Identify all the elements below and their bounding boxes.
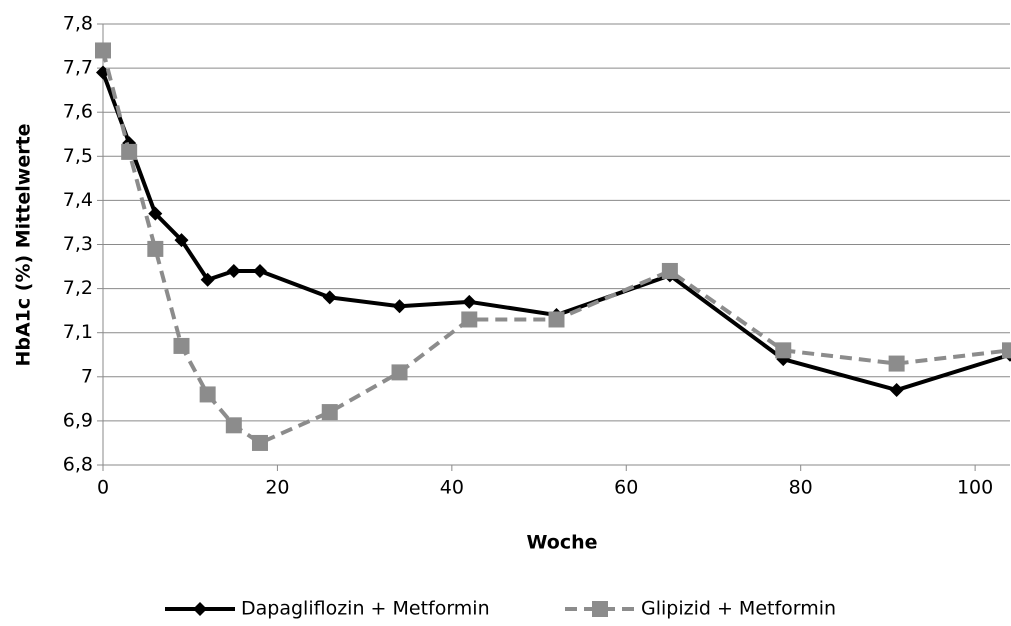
legend-marker [193,602,207,616]
y-tick-label: 7,3 [63,233,93,255]
data-point [251,434,268,451]
data-point [225,417,242,434]
data-point [548,311,565,328]
data-point [461,311,478,328]
data-point [147,240,164,257]
data-point [199,386,216,403]
y-tick-label: 7,2 [63,277,93,299]
data-point [322,290,337,305]
legend-marker [592,601,608,617]
y-tick-label: 6,8 [63,454,93,476]
y-tick-label: 7,6 [63,101,93,123]
y-tick-label: 6,9 [63,409,93,431]
x-tick-label: 80 [789,477,813,499]
y-tick-label: 7,8 [63,13,93,35]
legend-label: Dapagliflozin + Metformin [241,598,490,620]
data-point [661,262,678,279]
legend-label: Glipizid + Metformin [641,598,836,620]
series-line [101,49,1011,445]
data-point [200,272,215,287]
y-tick-label: 7,7 [63,57,93,79]
data-point [121,143,138,160]
y-axis-title: HbA1c (%) Mittelwerte [13,123,35,366]
data-point [1002,342,1011,359]
y-tick-label: 7,1 [63,321,93,343]
data-point [96,65,110,80]
data-point [321,404,338,421]
data-point [775,342,792,359]
data-point [889,383,904,398]
x-tick-label: 60 [614,477,638,499]
data-point [391,364,408,381]
x-tick-label: 100 [957,477,993,499]
data-point [95,42,111,59]
x-axis-title: Woche [526,532,597,554]
data-point [392,299,407,314]
data-point [174,233,189,248]
x-tick-label: 40 [440,477,464,499]
data-point [173,337,190,354]
data-point [148,206,163,221]
data-point [252,263,267,278]
data-point [226,263,241,278]
y-tick-label: 7,4 [63,189,93,211]
data-point [462,294,477,309]
y-tick-label: 7,5 [63,145,93,167]
y-tick-label: 7 [81,365,93,387]
series-line [101,71,1011,393]
x-tick-label: 20 [265,477,289,499]
data-point [888,355,905,372]
x-tick-label: 0 [97,477,109,499]
